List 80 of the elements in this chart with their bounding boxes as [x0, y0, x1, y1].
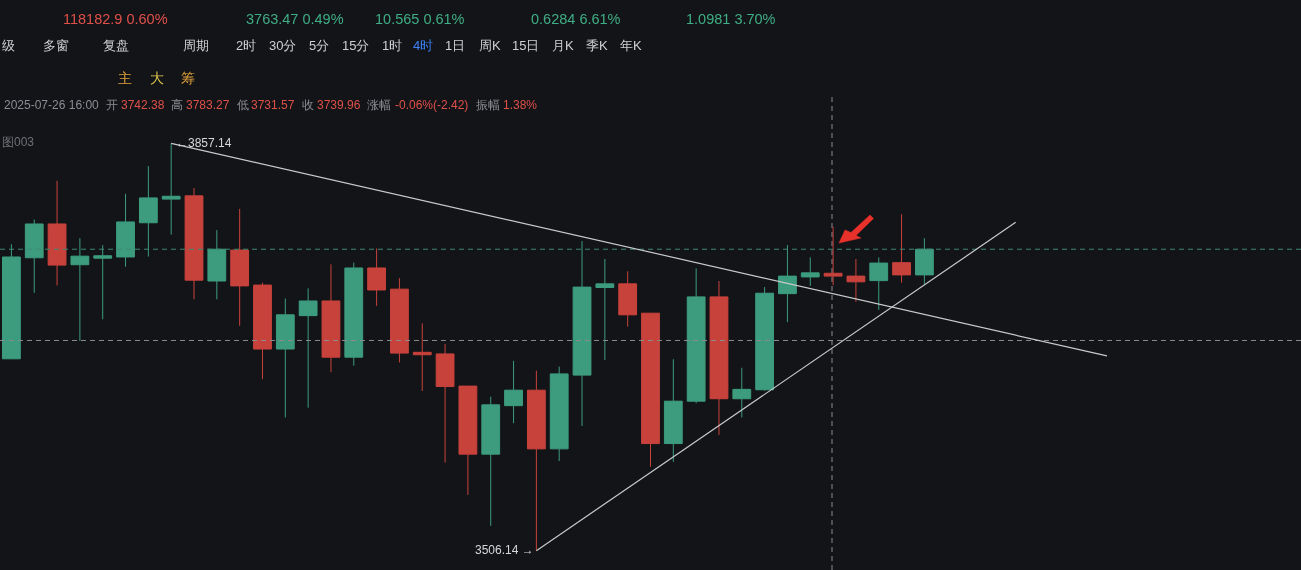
candlestick: [367, 247, 387, 307]
text: 3742.38: [121, 98, 165, 112]
candlestick: [663, 358, 683, 463]
text: 5分: [309, 38, 330, 53]
candlestick: [846, 258, 866, 303]
text: 高: [171, 98, 183, 112]
candlestick: [914, 237, 934, 285]
text: 低: [237, 98, 249, 112]
candlestick: [526, 370, 546, 552]
text: 2025-07-26 16:00: [4, 98, 100, 112]
text: 周K: [479, 38, 501, 53]
text: 15分: [342, 38, 370, 53]
candlestick: [732, 367, 752, 418]
candlestick: [70, 237, 90, 342]
text: 复盘: [103, 38, 129, 53]
text: 月K: [552, 38, 574, 53]
candlestick: [275, 298, 295, 418]
text: 多窗: [43, 38, 69, 53]
candlestick: [344, 262, 364, 367]
candlestick: [321, 263, 341, 373]
candlestick: [253, 282, 272, 380]
text: 筹: [181, 70, 195, 86]
candlestick: [207, 229, 227, 300]
text: 大: [150, 70, 164, 86]
annotation: ←3857.14: [176, 136, 232, 150]
candlestick: [458, 385, 478, 496]
candlestick: [869, 256, 889, 311]
text: 15日: [512, 38, 540, 53]
text: 开: [106, 98, 118, 112]
text: 1时: [382, 38, 403, 53]
candlestick: [412, 322, 432, 392]
candlestick: [2, 243, 21, 360]
text: 10.565 0.61%: [375, 11, 465, 27]
text: 1.0981 3.70%: [686, 11, 776, 27]
candlestick: [709, 280, 729, 436]
candlestick: [47, 180, 67, 286]
text: 主: [118, 70, 132, 86]
annotation: 图003: [2, 135, 35, 149]
text: 周期: [183, 38, 209, 53]
text: 收: [302, 98, 314, 112]
text: 118182.9 0.60%: [63, 11, 168, 27]
candlestick: [504, 360, 523, 424]
text: 涨幅: [367, 98, 391, 112]
candlestick: [572, 240, 592, 427]
text: 1.38%: [503, 98, 538, 112]
text: 级: [2, 38, 15, 53]
text: 3763.47 0.49%: [246, 11, 344, 27]
text: 4时: [413, 38, 434, 53]
candlestick: [618, 270, 638, 328]
candlestick: [823, 226, 843, 286]
candlestick: [298, 287, 318, 409]
candlestick: [800, 256, 820, 287]
text: 3731.57: [251, 98, 295, 112]
candlestick: [641, 312, 660, 468]
text: 0.6284 6.61%: [531, 11, 621, 27]
text: 1日: [445, 38, 466, 53]
candlestick: [892, 213, 911, 284]
candlestick: [755, 286, 775, 392]
text: 3783.27: [186, 98, 230, 112]
candlestick: [595, 258, 615, 361]
text: 30分: [269, 38, 297, 53]
candlestick: [138, 165, 158, 258]
candlestick: [184, 187, 204, 300]
candlestick: [230, 208, 250, 327]
candlestick: [686, 267, 706, 404]
text: 3739.96: [317, 98, 361, 112]
annotation: 3506.14 →: [475, 543, 534, 557]
candlestick: [481, 396, 501, 527]
candlestick: [549, 366, 569, 462]
candlestick: [116, 193, 135, 268]
candlestick: [24, 218, 44, 294]
candlestick: [93, 244, 113, 320]
candlestick: [778, 244, 797, 323]
text: 振幅: [476, 98, 500, 112]
text: -0.06%(-2.42): [395, 98, 469, 112]
candlestick: [390, 277, 409, 363]
candlestick: [435, 343, 455, 464]
text: 2时: [236, 38, 257, 53]
text: 年K: [620, 38, 642, 53]
text: 季K: [586, 38, 608, 53]
